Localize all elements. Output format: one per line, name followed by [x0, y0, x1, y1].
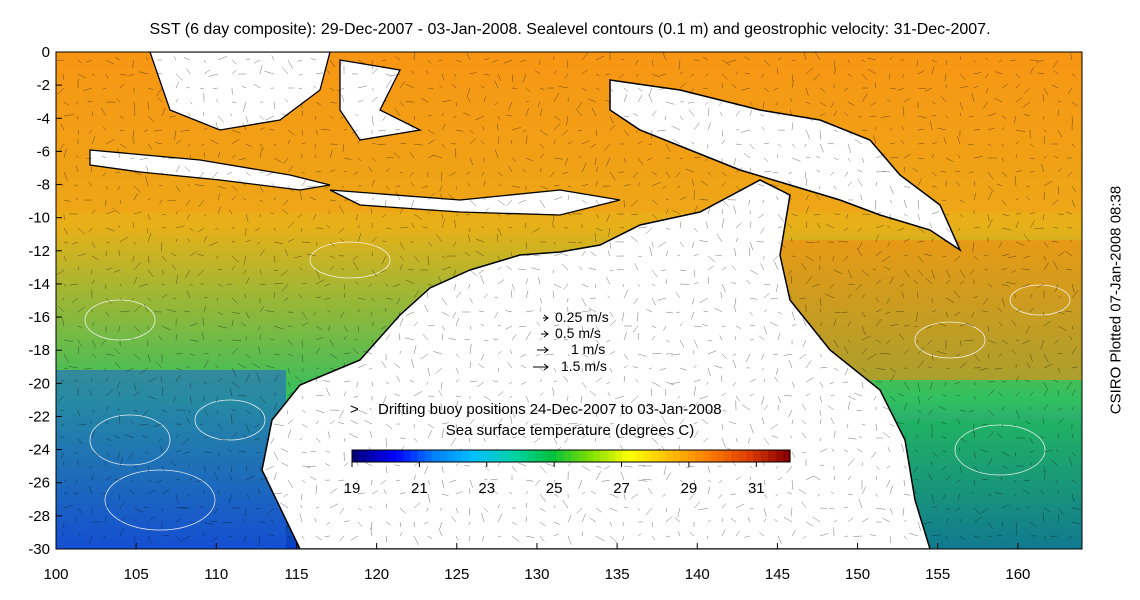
x-tick-label: 145	[765, 566, 790, 583]
velocity-legend-arrowhead	[543, 346, 549, 354]
colorbar-tick-label: 21	[411, 480, 428, 497]
y-tick-label: -18	[28, 342, 50, 359]
velocity-legend-label: 1 m/s	[571, 341, 605, 357]
x-tick-label: 110	[204, 566, 228, 583]
y-tick-label: -14	[28, 276, 50, 293]
y-tick-label: -10	[28, 210, 50, 227]
x-tick-label: 130	[524, 566, 549, 583]
map-title: SST (6 day composite): 29-Dec-2007 - 03-…	[149, 21, 991, 38]
sealevel-contours	[84, 241, 1071, 531]
y-tick-label: -22	[28, 408, 50, 425]
x-tick-label: 100	[43, 566, 68, 583]
velocity-legend-arrowhead	[543, 363, 549, 371]
colorbar-tick-label: 31	[748, 480, 765, 497]
plot-frame	[55, 51, 1083, 550]
x-tick-label: 140	[685, 566, 710, 583]
y-tick-label: -6	[37, 143, 50, 160]
y-tick-label: -26	[28, 475, 50, 492]
sst-colorbar: Sea surface temperature (degrees C) 19 21…	[344, 422, 791, 497]
y-tick-label: -20	[28, 375, 50, 392]
velocity-vectors	[56, 52, 1082, 546]
colorbar-tick-label: 27	[613, 480, 630, 497]
y-tick-label: -28	[28, 508, 50, 525]
x-tick-label: 160	[1005, 566, 1030, 583]
y-tick-label: -16	[28, 309, 50, 326]
colorbar-ticks: 19 21 23 25 27 29 31	[344, 462, 765, 497]
y-tick-label: -8	[37, 177, 50, 194]
colorbar-swatches	[352, 450, 791, 462]
x-tick-label: 120	[364, 566, 389, 583]
colorbar-tick-label: 29	[681, 480, 698, 497]
velocity-legend-arrowhead	[543, 314, 549, 322]
y-tick-label: -30	[28, 541, 50, 558]
y-tick-label: -12	[28, 243, 50, 260]
x-tick-label: 135	[605, 566, 630, 583]
buoy-symbol: >	[350, 401, 359, 418]
timor-region	[329, 189, 621, 216]
x-tick-label: 150	[845, 566, 870, 583]
colorbar-title: Sea surface temperature (degrees C)	[446, 422, 694, 439]
y-axis: 0 -2 -4 -6 -8 -10 -12 -14 -16 -18 -20 -22 -24 -26 -28 -…	[28, 44, 62, 558]
velocity-legend-label: 0.5 m/s	[555, 325, 601, 341]
borneo-landmass	[149, 52, 331, 131]
colorbar-frame	[351, 449, 791, 463]
x-tick-label: 105	[124, 566, 149, 583]
velocity-legend-label: 0.25 m/s	[555, 309, 609, 325]
y-tick-label: 0	[42, 44, 50, 61]
buoy-legend-text: Drifting buoy positions 24-Dec-2007 to 0…	[378, 401, 722, 418]
colorbar-tick-label: 23	[478, 480, 495, 497]
y-tick-label: -24	[28, 442, 50, 459]
velocity-legend: 0.25 m/s0.5 m/s1 m/s1.5 m/s	[533, 309, 609, 374]
y-tick-label: -2	[37, 77, 50, 94]
buoy-legend: > Drifting buoy positions 24-Dec-2007 to…	[350, 401, 722, 418]
colorbar-tick-label: 19	[344, 480, 361, 497]
y-tick-label: -4	[37, 110, 50, 127]
sulawesi-landmass	[339, 59, 423, 141]
png-landmass	[609, 79, 962, 253]
x-tick-label: 125	[444, 566, 469, 583]
x-tick-label: 115	[285, 566, 309, 583]
colorbar-tick-label: 25	[546, 480, 563, 497]
sst-field	[56, 52, 1082, 549]
x-tick-label: 155	[925, 566, 950, 583]
x-axis: 100 105 110 115 120 125 130 135 140 145 150 155 160	[43, 543, 1030, 583]
java-landmass	[89, 149, 331, 191]
velocity-legend-label: 1.5 m/s	[561, 358, 607, 374]
velocity-legend-arrowhead	[543, 330, 549, 338]
